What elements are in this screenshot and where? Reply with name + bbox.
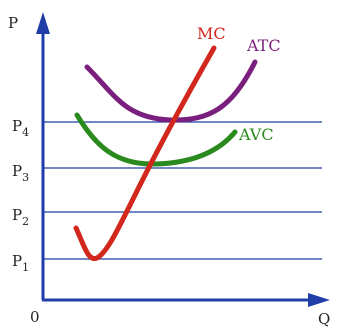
x-axis-arrow — [308, 293, 330, 307]
atc-label: ATC — [246, 36, 281, 55]
p2-label: P2 — [12, 206, 29, 228]
p4-label: P4 — [12, 117, 29, 139]
avc-label: AVC — [238, 125, 274, 144]
y-axis-arrow — [36, 12, 50, 34]
mc-label: MC — [197, 24, 226, 43]
x-axis-label: Q — [318, 310, 330, 327]
mc-curve — [73, 45, 217, 262]
avc-curve — [74, 112, 238, 167]
y-axis-label: P — [8, 14, 18, 32]
p1-label: P1 — [12, 252, 29, 274]
origin-label: 0 — [30, 308, 40, 326]
p3-label: P3 — [12, 162, 29, 184]
atc-curve — [84, 59, 258, 123]
